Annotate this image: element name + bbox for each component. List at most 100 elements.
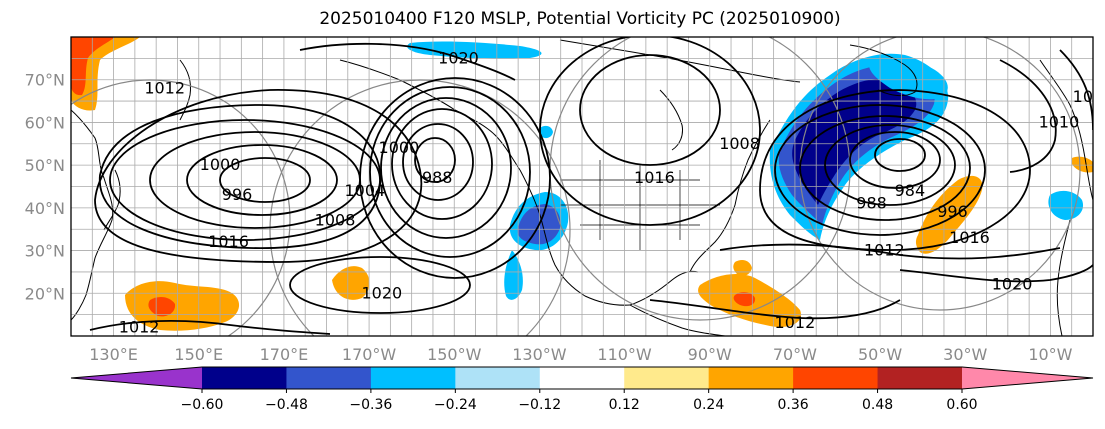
isobar-label: 1000: [379, 138, 420, 157]
colorbar-segment: [455, 367, 541, 389]
lon-label: 110°W: [597, 345, 652, 364]
isobar-ak-3: [391, 108, 493, 220]
isobar-ak-4: [380, 97, 512, 239]
isobar-label: 996: [222, 185, 253, 204]
isobar-label: 1016: [208, 232, 249, 251]
pv-pos-central-pacific: [332, 266, 370, 300]
lon-label: 10°W: [1028, 345, 1072, 364]
isobar-label: 1008: [315, 211, 356, 230]
isobar-cp-high: [289, 256, 471, 314]
isobar-label: 1012: [864, 241, 905, 260]
colorbar-tick-label: 0.12: [609, 397, 640, 413]
coastlines: [71, 39, 1093, 336]
isobar-atl-3: [824, 124, 956, 206]
isobar-label: 1012: [119, 317, 160, 336]
colorbar-segment: [370, 367, 456, 389]
lon-label: 170°E: [260, 345, 309, 364]
colorbar-extend-min: [71, 367, 202, 389]
coast-gulf: [629, 270, 699, 306]
lat-label: 50°N: [25, 156, 65, 175]
colorbar-tick-label: −0.36: [349, 397, 392, 413]
colorbar-tick-label: 0.24: [693, 397, 724, 413]
isobar-ak-5: [369, 86, 531, 258]
pv-pos-west-pacific-red: [148, 296, 176, 317]
colorbar-tick-label: −0.24: [434, 397, 477, 413]
lon-label: 30°W: [943, 345, 987, 364]
isobar-east-1: [999, 59, 1057, 173]
isobar-label: 1008: [719, 134, 760, 153]
coast-africa: [1056, 219, 1071, 336]
lat-label: 30°N: [25, 242, 65, 261]
map-content: 1000 996 1016 1012 1020 1000 1004 1008 1020 988 10…: [71, 37, 1093, 336]
isobar-ak-6: [359, 77, 551, 279]
pv-neg-atlantic-dark: [792, 78, 917, 205]
isobar-label: 1020: [438, 48, 479, 67]
isobar-1012-carib: [649, 299, 901, 320]
lat-label: 40°N: [25, 199, 65, 218]
isobar-1020-north: [299, 42, 516, 81]
colorbar-segment: [539, 367, 625, 389]
isobar-label: 988: [422, 168, 453, 187]
lon-label: 150°E: [174, 345, 223, 364]
colorbar-tick-label: 0.36: [778, 397, 809, 413]
colorbar-extend-max: [962, 367, 1093, 389]
colorbar-segment: [202, 367, 287, 389]
colorbar: [70, 366, 1094, 390]
pv-neg-atlantic-east: [1048, 190, 1084, 220]
coast-europe: [1039, 59, 1093, 201]
isobar-atl-2: [849, 131, 941, 189]
isobar-na-2: [539, 37, 761, 226]
isobar-labels: 1000 996 1016 1012 1020 1000 1004 1008 1020 988 10…: [119, 48, 1093, 336]
isobar-atl-4: [799, 115, 971, 221]
isobar-label: 996: [937, 202, 968, 221]
pv-neg-greenland-light: [868, 56, 948, 100]
isobar-1012-wp-south: [89, 319, 331, 335]
proj-circle-1: [71, 79, 291, 336]
map-title: 2025010400 F120 MSLP, Potential Vorticit…: [319, 9, 841, 29]
colorbar-tick-labels: −0.60 −0.48 −0.36 −0.24 −0.12 0.12 0.24 0.36 0.4…: [181, 389, 978, 413]
isobar-ak-2: [402, 123, 474, 201]
lat-label: 60°N: [25, 113, 65, 132]
isobar-wp-1: [219, 157, 311, 203]
coast-hudson: [659, 89, 683, 151]
isobar-label: 1016: [949, 228, 990, 247]
colorbar-segment: [286, 367, 372, 389]
isobar-label: 1020: [992, 275, 1033, 294]
isobar-1020-atl: [899, 264, 1093, 283]
coast-japan: [103, 169, 121, 231]
lon-label: 70°W: [773, 345, 817, 364]
coast-asia: [71, 109, 114, 321]
pv-neg-bering: [540, 125, 553, 139]
lon-label: 90°W: [688, 345, 732, 364]
lat-label: 20°N: [25, 284, 65, 303]
lat-label: 70°N: [25, 71, 65, 90]
isobar-atl-5: [774, 104, 986, 236]
lon-label: 50°W: [858, 345, 902, 364]
map-frame: [70, 36, 1094, 337]
isobar-label: 984: [895, 181, 926, 200]
colorbar-tick-label: −0.12: [518, 397, 561, 413]
isobar-label: 988: [856, 194, 887, 213]
isobar-wp-5: [99, 104, 382, 249]
lon-label: 170°W: [342, 345, 397, 364]
colorbar-segment: [793, 367, 879, 389]
coast-arctic: [559, 39, 801, 83]
lon-label: 150°W: [427, 345, 482, 364]
pv-pos-east-atlantic: [1072, 156, 1093, 173]
latitude-labels: 70°N 60°N 50°N 40°N 30°N 20°N: [25, 71, 65, 304]
colorbar-segment: [624, 367, 710, 389]
lon-label: 130°W: [512, 345, 567, 364]
isobar-1012-atl: [719, 243, 1061, 260]
isobar-label: 1012: [144, 78, 185, 97]
colorbar-tick-label: −0.60: [181, 397, 224, 413]
colorbar-tick-label: −0.48: [265, 397, 308, 413]
isobar-label: 1000: [200, 155, 241, 174]
colorbar-tick-label: 0.60: [946, 397, 977, 413]
proj-circle-2: [269, 79, 571, 336]
pv-pos-caribbean-red: [733, 292, 756, 307]
longitude-labels: 130°E 150°E 170°E 170°W 150°W 130°W 110°W 90°W 7…: [89, 345, 1072, 364]
isobar-label: 1016: [634, 168, 675, 187]
coast-namerica-west: [519, 169, 631, 306]
pv-neg-arctic-strip: [407, 41, 542, 59]
